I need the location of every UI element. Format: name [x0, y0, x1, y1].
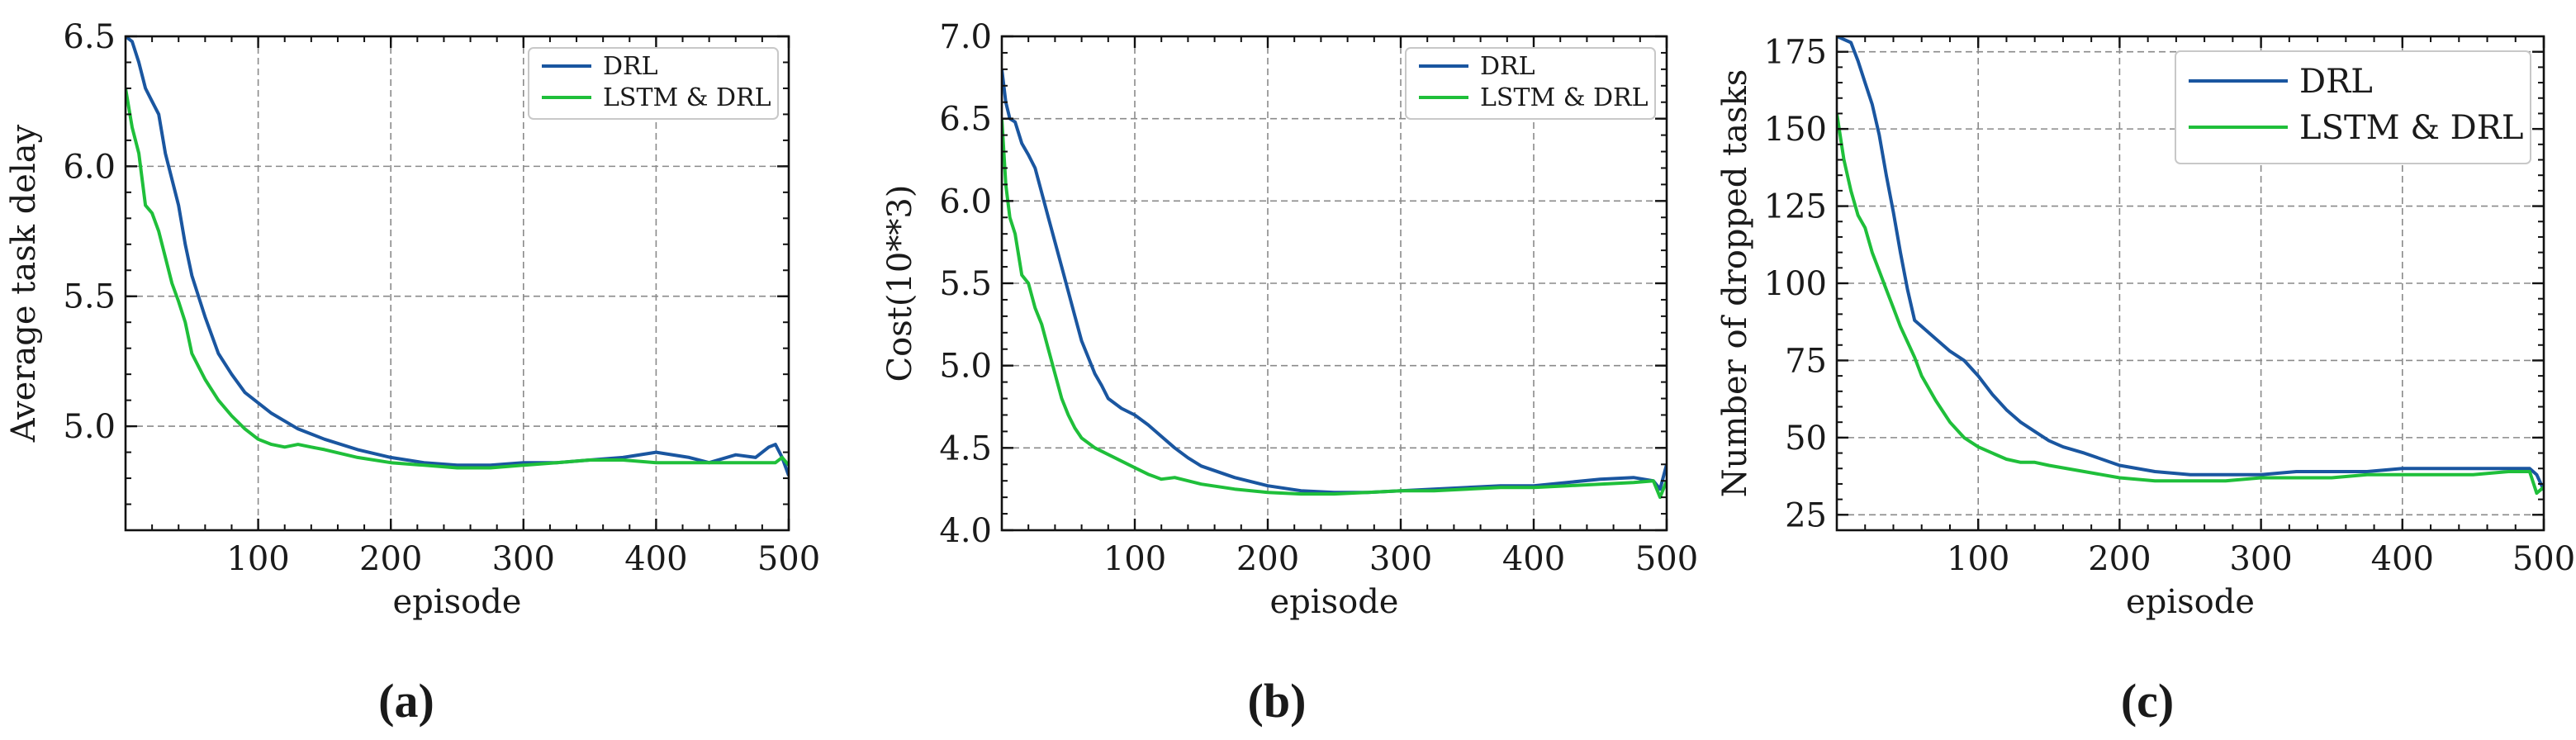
- y-tick-label: 4.0: [939, 512, 992, 550]
- x-tick-label: 500: [2512, 540, 2575, 578]
- x-tick-label: 500: [1635, 540, 1698, 578]
- x-tick-label: 100: [1103, 540, 1166, 578]
- y-tick-label: 6.0: [939, 183, 992, 221]
- y-tick-label: 6.5: [939, 101, 992, 139]
- series-line-drl: [1002, 69, 1667, 495]
- y-tick-label: 6.0: [63, 148, 116, 186]
- y-tick-label: 100: [1764, 265, 1827, 303]
- y-tick-label: 5.5: [939, 265, 992, 303]
- x-tick-label: 400: [1502, 540, 1565, 578]
- x-tick-label: 100: [226, 540, 289, 578]
- caption-c: (c): [2121, 674, 2174, 728]
- panel-c: 100 200 300 400 500 25 50 75 100 125 150 175 episode…: [1716, 34, 2575, 621]
- x-tick-label: 500: [757, 540, 820, 578]
- y-tick-label: 50: [1785, 420, 1827, 458]
- caption-a: (a): [378, 674, 434, 728]
- y-tick-label: 6.5: [63, 18, 116, 56]
- legend-label-lstm-drl: LSTM & DRL: [2299, 109, 2523, 147]
- x-tick-label: 200: [1236, 540, 1299, 578]
- y-axis-label: Cost(10**3): [881, 185, 919, 382]
- x-tick-label: 400: [2371, 540, 2434, 578]
- panel-a: 100 200 300 400 500 5.0 5.5 6.0 6.5 episode Averag…: [5, 18, 820, 621]
- series-line-drl: [126, 36, 789, 477]
- x-axis-label: episode: [2126, 583, 2255, 621]
- y-axis-label: Number of dropped tasks: [1716, 69, 1754, 498]
- x-tick-label: 200: [359, 540, 422, 578]
- series-line-lstm-drl: [1837, 113, 2544, 496]
- x-tick-label: 300: [1369, 540, 1432, 578]
- x-axis-label: episode: [1270, 583, 1399, 621]
- y-tick-label: 4.5: [939, 429, 992, 467]
- legend-label-drl: DRL: [1480, 52, 1535, 81]
- y-tick-label: 75: [1785, 342, 1827, 380]
- x-tick-label: 300: [492, 540, 555, 578]
- x-tick-label: 300: [2229, 540, 2292, 578]
- y-tick-label: 125: [1764, 188, 1827, 226]
- legend-label-drl: DRL: [603, 52, 658, 81]
- legend-label-drl: DRL: [2299, 63, 2373, 101]
- series-line-lstm-drl: [1002, 118, 1667, 500]
- x-tick-label: 200: [2088, 540, 2151, 578]
- x-axis-label: episode: [393, 583, 522, 621]
- y-axis-label: Average task delay: [5, 124, 43, 443]
- caption-b: (b): [1248, 674, 1307, 728]
- legend-label-lstm-drl: LSTM & DRL: [603, 83, 771, 112]
- x-tick-label: 100: [1947, 540, 2009, 578]
- legend-label-lstm-drl: LSTM & DRL: [1480, 83, 1649, 112]
- x-tick-label: 400: [624, 540, 687, 578]
- series-line-drl: [1837, 36, 2544, 491]
- y-tick-label: 150: [1764, 111, 1827, 149]
- y-tick-label: 5.0: [939, 348, 992, 386]
- y-tick-label: 5.0: [63, 408, 116, 446]
- y-tick-label: 7.0: [939, 18, 992, 56]
- axes-frame: [124, 35, 790, 532]
- series-line-lstm-drl: [126, 88, 789, 470]
- y-tick-label: 25: [1785, 496, 1827, 534]
- y-tick-label: 5.5: [63, 278, 116, 316]
- y-tick-label: 175: [1764, 34, 1827, 72]
- panel-b: 100 200 300 400 500 4.0 4.5 5.0 5.5 6.0 6.5 7.0 epis…: [881, 18, 1698, 621]
